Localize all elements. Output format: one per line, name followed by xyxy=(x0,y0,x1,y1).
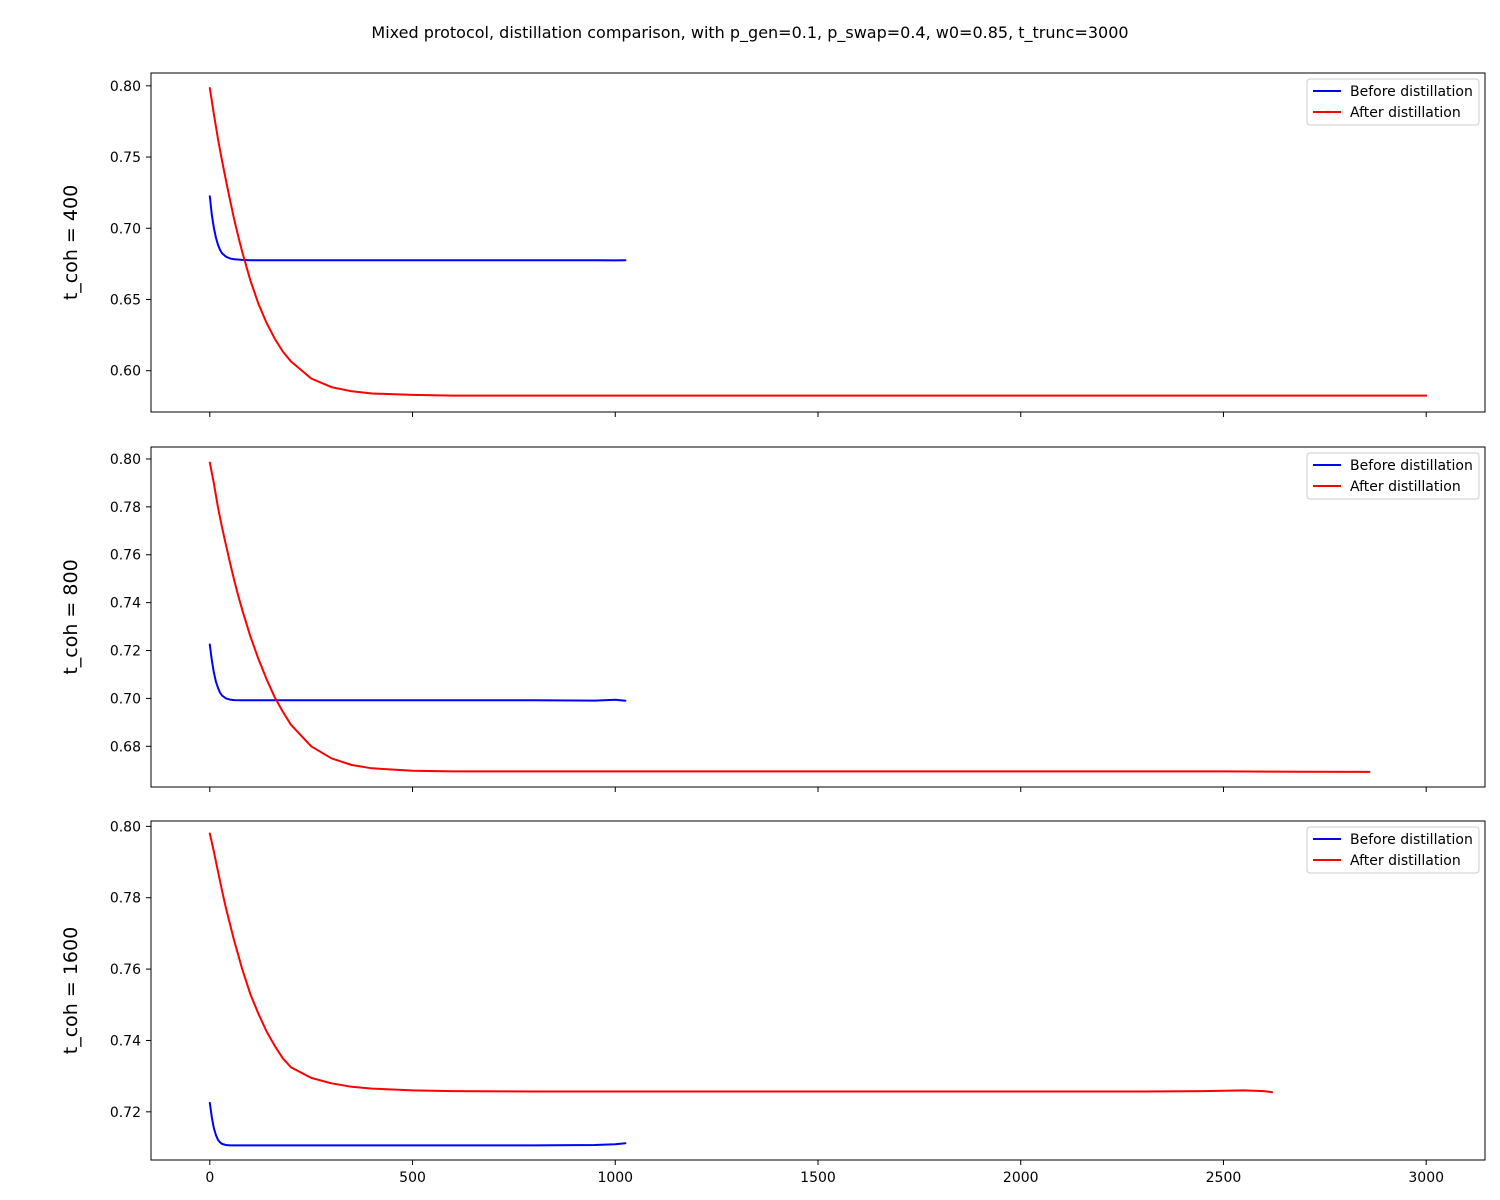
series-line-after-distillation xyxy=(208,832,1274,1094)
series-line-before-distillation xyxy=(208,643,627,702)
legend: Before distillation After distillation xyxy=(1306,78,1480,126)
x-tick-label: 1000 xyxy=(597,1170,633,1186)
y-axis-label: t_coh = 800 xyxy=(60,559,82,674)
plot-area xyxy=(208,461,1371,773)
y-tick-label: 0.60 xyxy=(110,364,141,380)
axes-frame xyxy=(150,446,1486,788)
subplot-2: 0.68 0.70 0.72 0.74 0.76 0.78 0.80 t_coh = 800 B… xyxy=(60,446,1486,792)
y-tick-label: 0.80 xyxy=(110,819,141,835)
x-tick-label: 3000 xyxy=(1408,1170,1444,1186)
legend-label: Before distillation xyxy=(1350,84,1473,100)
y-axis-label: t_coh = 400 xyxy=(60,185,82,300)
legend-box xyxy=(1306,452,1480,500)
y-tick-label: 0.70 xyxy=(110,691,141,707)
subplot-3: 0.72 0.74 0.76 0.78 0.80 0 500 1000 1500 2000 2500… xyxy=(60,819,1486,1186)
legend-label: After distillation xyxy=(1350,853,1461,869)
y-tick-label: 0.74 xyxy=(110,596,141,612)
y-tick-label: 0.76 xyxy=(110,962,141,978)
subplot-1: 0.60 0.65 0.70 0.75 0.80 t_coh = 400 Before di… xyxy=(60,72,1486,417)
y-tick-label: 0.65 xyxy=(110,292,141,308)
legend-box xyxy=(1306,78,1480,126)
x-tick-label: 2000 xyxy=(1003,1170,1039,1186)
y-tick-label: 0.75 xyxy=(110,150,141,166)
series-line-after-distillation xyxy=(208,461,1371,773)
legend: Before distillation After distillation xyxy=(1306,826,1480,874)
y-tick-label: 0.70 xyxy=(110,221,141,237)
chart-title: Mixed protocol, distillation comparison,… xyxy=(371,23,1128,43)
x-tick-label: 500 xyxy=(399,1170,426,1186)
y-tick-label: 0.74 xyxy=(110,1033,141,1049)
legend: Before distillation After distillation xyxy=(1306,452,1480,500)
series-line-after-distillation xyxy=(208,87,1428,397)
series-line-before-distillation xyxy=(208,195,627,262)
x-tick-label: 2500 xyxy=(1206,1170,1242,1186)
axes-frame xyxy=(150,72,1486,413)
y-tick-label: 0.72 xyxy=(110,644,141,660)
y-tick-label: 0.80 xyxy=(110,79,141,95)
legend-label: Before distillation xyxy=(1350,458,1473,474)
y-tick-label: 0.72 xyxy=(110,1105,141,1121)
series-line-before-distillation xyxy=(208,1101,627,1147)
plot-area xyxy=(208,87,1428,397)
legend-label: After distillation xyxy=(1350,479,1461,495)
y-tick-label: 0.68 xyxy=(110,739,141,755)
legend-label: Before distillation xyxy=(1350,832,1473,848)
legend-label: After distillation xyxy=(1350,105,1461,121)
subplots: 0.60 0.65 0.70 0.75 0.80 t_coh = 400 Before di… xyxy=(60,72,1486,1186)
y-tick-label: 0.78 xyxy=(110,500,141,516)
y-tick-label: 0.78 xyxy=(110,891,141,907)
x-tick-label: 1500 xyxy=(800,1170,836,1186)
axes-frame xyxy=(150,820,1486,1161)
plot-area xyxy=(208,832,1274,1147)
y-tick-label: 0.76 xyxy=(110,548,141,564)
y-tick-label: 0.80 xyxy=(110,452,141,468)
y-axis-label: t_coh = 1600 xyxy=(60,927,82,1054)
legend-box xyxy=(1306,826,1480,874)
x-tick-label: 0 xyxy=(205,1170,214,1186)
